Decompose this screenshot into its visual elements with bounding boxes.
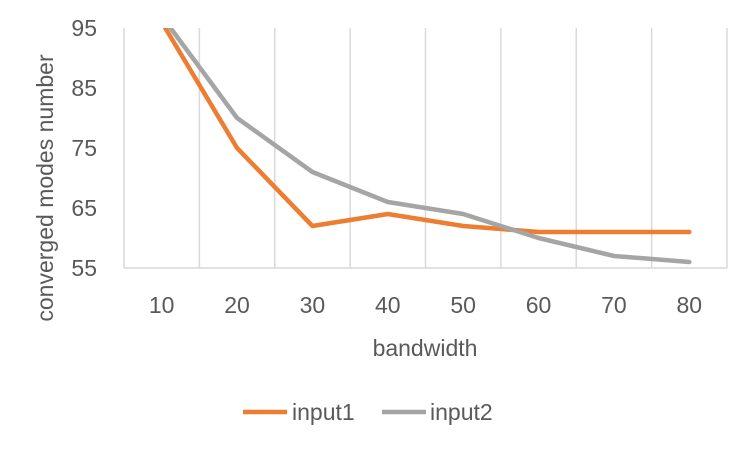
plot-area (162, 28, 692, 265)
y-tick-label: 95 (71, 15, 97, 41)
y-tick-label: 55 (71, 255, 97, 281)
x-tick-label: 70 (601, 292, 627, 318)
x-tick-label: 50 (450, 292, 476, 318)
x-tick-label: 80 (677, 292, 703, 318)
x-tick-label: 30 (300, 292, 326, 318)
series-line-input2 (167, 28, 692, 265)
x-tick-label: 40 (375, 292, 401, 318)
y-tick-label: 75 (71, 135, 97, 161)
y-axis-title: converged modes number (32, 54, 58, 322)
x-tick-label: 60 (526, 292, 552, 318)
legend-label-input2: input2 (430, 399, 493, 425)
x-tick-label: 10 (149, 292, 175, 318)
legend: input1 input2 (243, 399, 493, 425)
x-axis-title: bandwidth (373, 335, 478, 361)
y-tick-label: 85 (71, 75, 97, 101)
legend-label-input1: input1 (292, 399, 355, 425)
x-tick-label: 20 (224, 292, 250, 318)
series-line-input1 (162, 28, 692, 235)
y-tick-label: 65 (71, 195, 97, 221)
y-tick-labels: 55 65 75 85 95 (71, 15, 97, 281)
x-tick-labels: 10 20 30 40 50 60 70 80 (149, 292, 702, 318)
series-group (162, 28, 692, 265)
